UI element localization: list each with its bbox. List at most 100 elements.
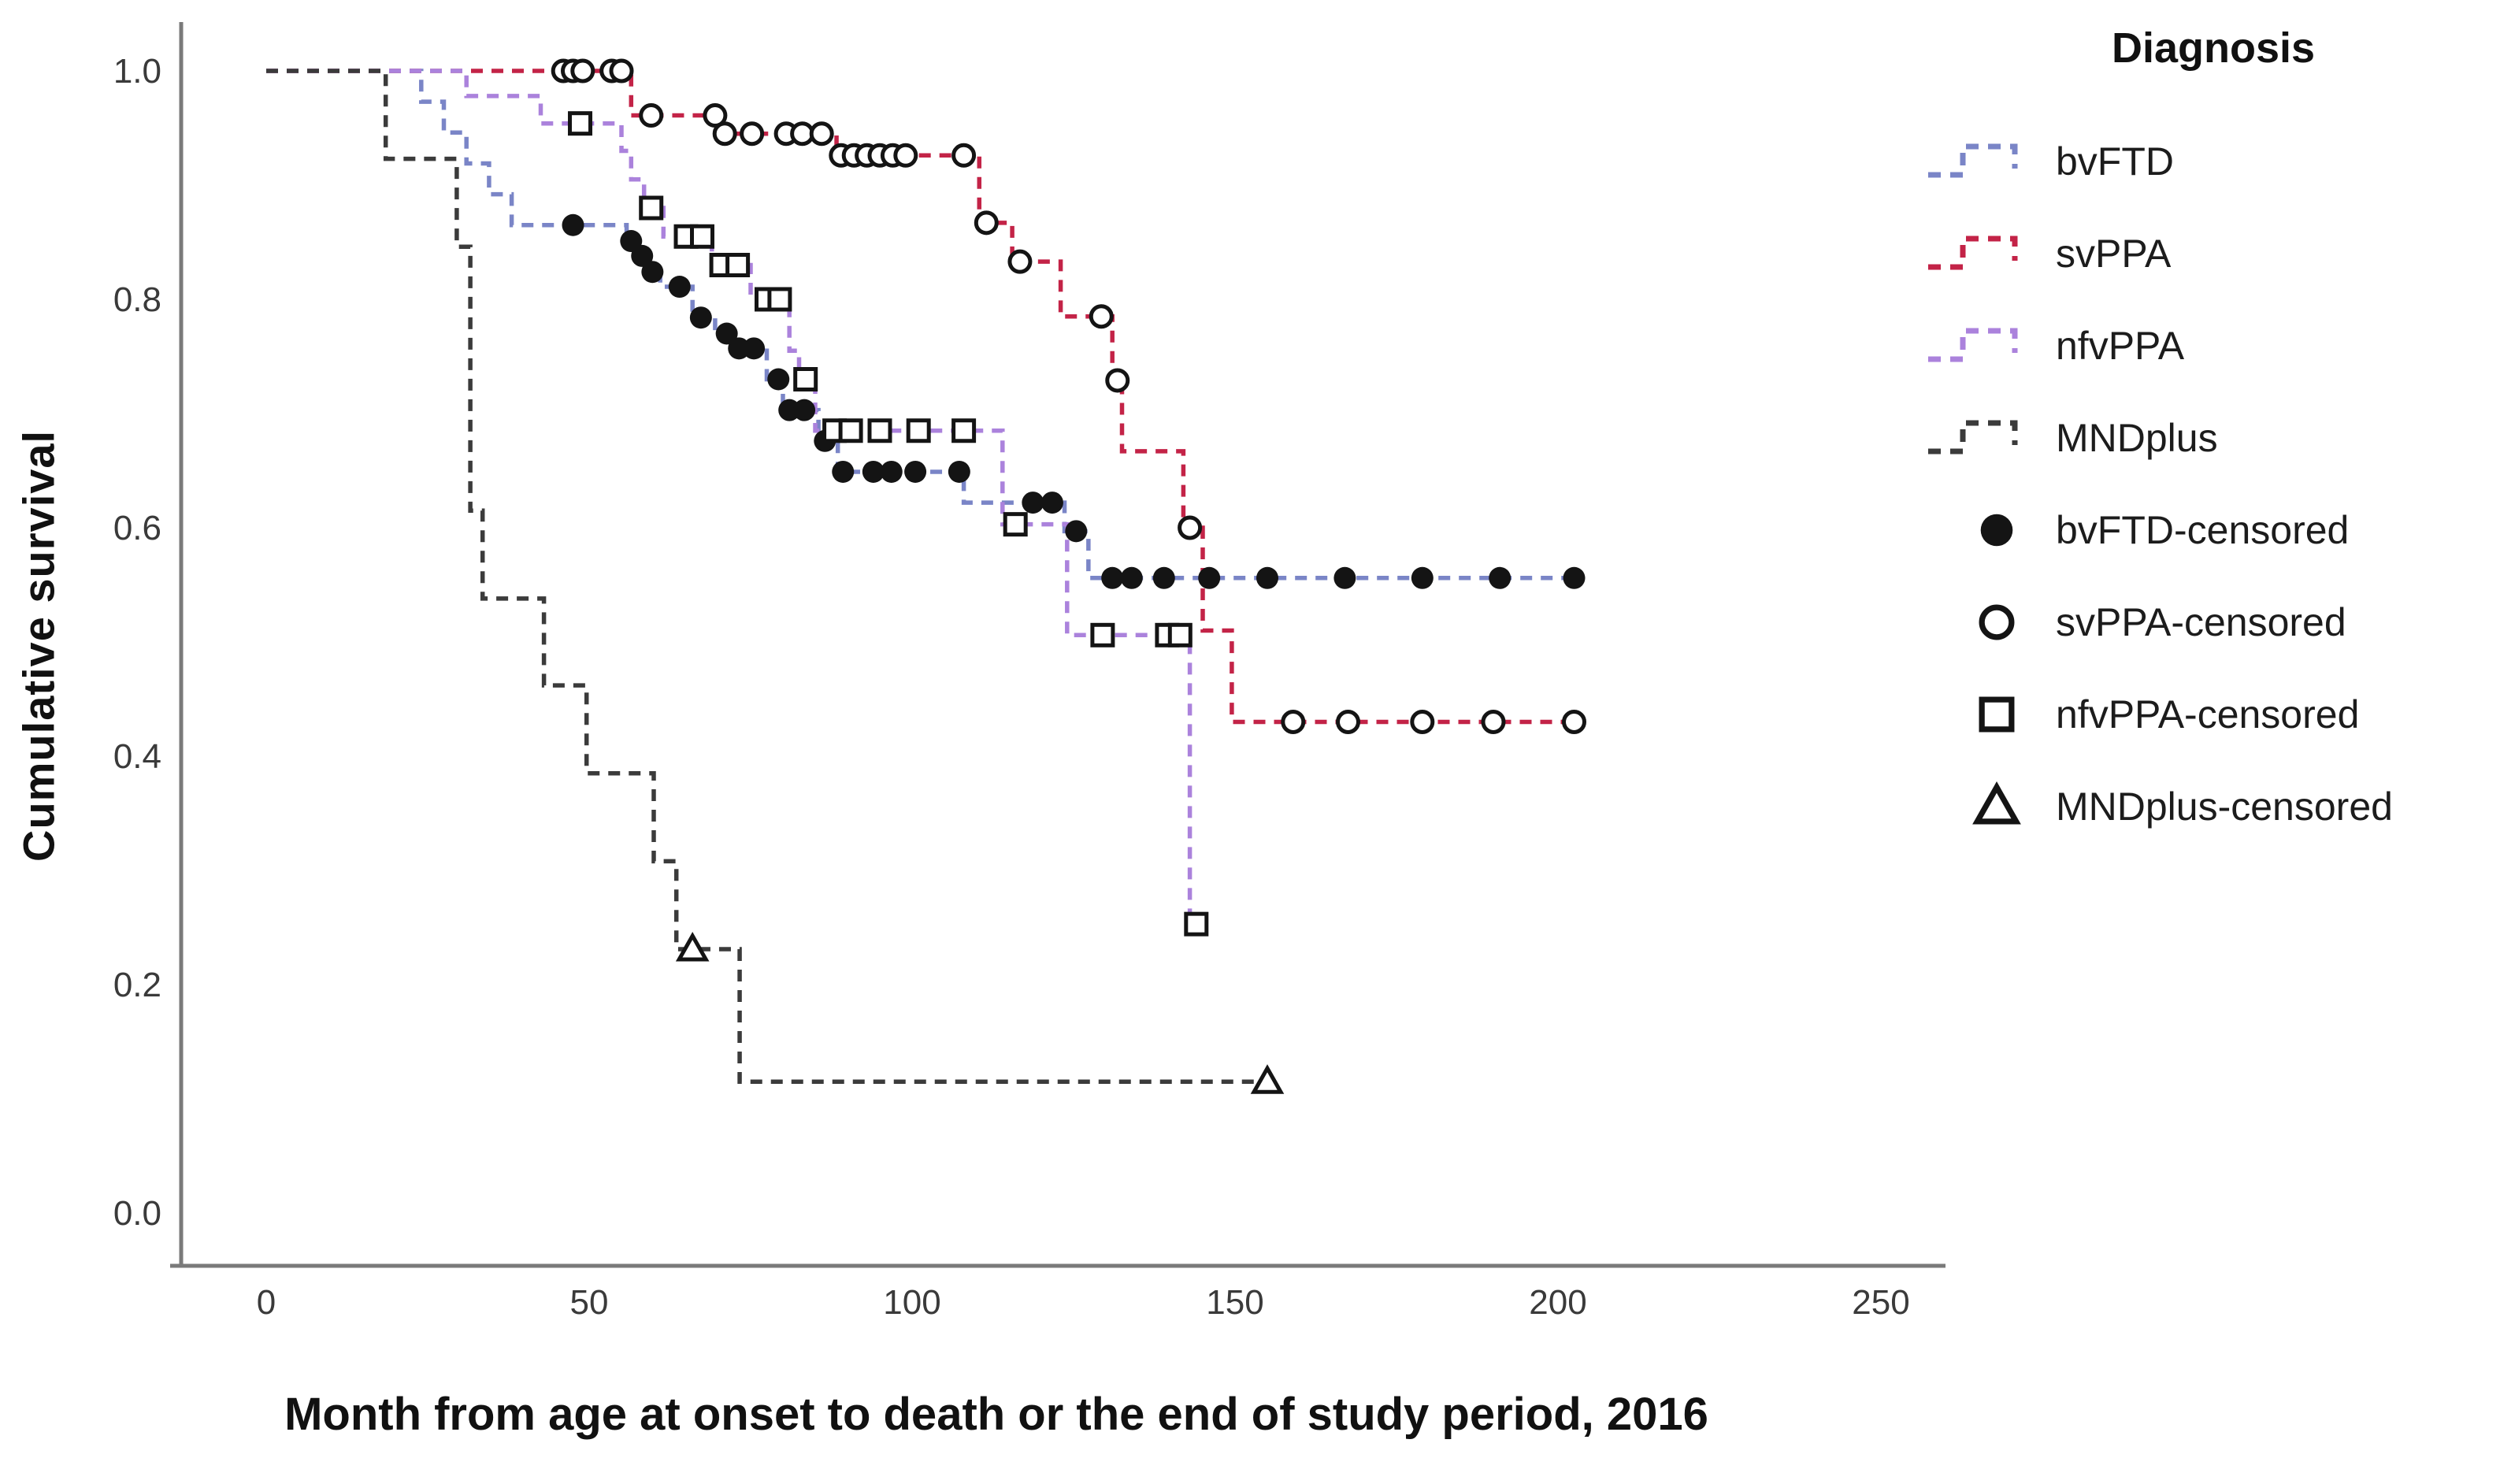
open-square-marker [951, 418, 977, 443]
legend-title: Diagnosis [2111, 24, 2316, 72]
legend-item-MNDplus: MNDplus [1922, 403, 2218, 473]
filled-circle-marker [767, 368, 790, 391]
legend-item-svPPA: svPPA [1922, 218, 2171, 289]
filled-circle-marker [793, 399, 816, 421]
open-square-marker [793, 367, 818, 391]
legend-line-swatch-bvFTD [1928, 143, 2018, 178]
dashed-step-line-icon [1928, 236, 2018, 270]
open-square-marker [725, 253, 751, 277]
dashed-step-line-icon [1928, 328, 2018, 362]
filled-circle-marker [715, 322, 738, 345]
open-circle-marker [740, 121, 765, 147]
y-tick-0.0: 0.0 [113, 1194, 161, 1233]
legend-item-nfvPPA: nfvPPA [1922, 310, 2184, 381]
x-tick-100: 100 [883, 1283, 940, 1322]
open-circle-marker [893, 143, 918, 168]
filled-circle-marker [904, 460, 927, 483]
filled-circle-marker [689, 306, 712, 329]
legend-label: bvFTD [2056, 139, 2174, 184]
x-tick-150: 150 [1206, 1283, 1263, 1322]
open-triangle-marker [1972, 781, 2021, 825]
legend-marker-swatch-svPPA-censored [1979, 604, 2015, 640]
x-tick-250: 250 [1852, 1283, 1909, 1322]
filled-circle-marker [1065, 520, 1088, 543]
open-circle-marker [1105, 368, 1130, 393]
filled-circle-marker [1256, 566, 1278, 589]
curve-nfvPPA [266, 69, 1210, 926]
open-square-marker [1979, 696, 2015, 733]
dashed-step-line-icon [1928, 420, 2018, 454]
filled-circle-marker [1152, 566, 1175, 589]
y-tick-1.0: 1.0 [113, 52, 161, 91]
open-circle-marker [712, 121, 737, 147]
curve-svPPA [266, 69, 1578, 725]
open-square-marker [639, 195, 664, 221]
x-tick-0: 0 [257, 1283, 276, 1322]
filled-circle-marker [562, 213, 584, 236]
filled-circle-marker [1563, 566, 1586, 589]
open-circle-marker [609, 58, 634, 83]
legend-label: svPPA [2056, 232, 2172, 276]
filled-circle-marker [1333, 566, 1356, 589]
filled-circle-marker [1411, 566, 1434, 589]
open-circle-marker [1178, 515, 1203, 540]
legend-line-swatch-MNDplus [1928, 420, 2018, 454]
legend-marker-swatch-nfvPPA-censored [1979, 696, 2015, 733]
open-circle-marker [1089, 304, 1114, 329]
legend-item-MNDplus-censored: MNDplus-censored [1922, 771, 2393, 842]
open-circle-marker [974, 210, 999, 236]
filled-circle-marker [631, 244, 654, 267]
open-circle-marker [1562, 710, 1586, 734]
legend-label: bvFTD-censored [2056, 508, 2350, 552]
open-circle-marker [570, 58, 595, 83]
x-tick-50: 50 [570, 1283, 609, 1322]
open-circle-marker [1410, 710, 1435, 734]
filled-circle-marker [862, 460, 885, 483]
legend-label: MNDplus [2056, 416, 2218, 460]
legend-line-swatch-svPPA [1928, 236, 2018, 270]
filled-circle-marker [1120, 566, 1143, 589]
open-circle-marker [1481, 710, 1506, 734]
legend-marker-swatch-bvFTD-censored [1980, 514, 2013, 547]
x-tick-200: 200 [1529, 1283, 1586, 1322]
legend-item-nfvPPA-censored: nfvPPA-censored [1922, 679, 2359, 750]
filled-circle-marker [1489, 566, 1511, 589]
legend: Diagnosis bvFTD svPPA nfvPPA MNDplus bvFTD-c… [1922, 16, 2497, 866]
open-square-marker [1184, 911, 1209, 937]
open-circle-marker [809, 121, 834, 147]
open-triangle-marker [675, 931, 710, 962]
filled-circle-marker [832, 460, 855, 483]
y-tick-0.2: 0.2 [113, 966, 161, 1004]
filled-circle-marker [1101, 566, 1124, 589]
curve-bvFTD [266, 69, 1578, 581]
open-square-marker [1090, 622, 1115, 647]
open-circle-marker [951, 143, 977, 168]
filled-circle-marker [1198, 566, 1221, 589]
filled-circle-marker [743, 337, 766, 360]
open-circle-marker [1281, 710, 1306, 734]
open-square-marker [568, 111, 593, 136]
legend-item-bvFTD-censored: bvFTD-censored [1922, 495, 2349, 566]
open-square-marker [690, 224, 714, 249]
x-axis-label: Month from age at onset to death or the … [284, 1389, 1708, 1440]
dashed-step-line-icon [1928, 143, 2018, 178]
legend-item-svPPA-censored: svPPA-censored [1922, 587, 2346, 658]
filled-circle-marker [948, 460, 970, 483]
y-tick-0.6: 0.6 [113, 509, 161, 547]
legend-item-bvFTD: bvFTD [1922, 126, 2174, 197]
open-circle-marker [1007, 249, 1033, 274]
legend-label: nfvPPA-censored [2056, 692, 2360, 736]
filled-circle-marker [641, 261, 664, 284]
filled-circle-marker [880, 460, 903, 483]
filled-circle-marker [1040, 492, 1063, 514]
open-triangle-marker [1250, 1064, 1285, 1094]
open-square-marker [838, 418, 863, 443]
legend-label: nfvPPA [2056, 324, 2185, 368]
legend-line-swatch-nfvPPA [1928, 328, 2018, 362]
open-circle-marker [1336, 710, 1360, 734]
open-square-marker [1167, 622, 1193, 647]
y-tick-0.8: 0.8 [113, 280, 161, 319]
filled-circle-marker [1980, 514, 2013, 547]
